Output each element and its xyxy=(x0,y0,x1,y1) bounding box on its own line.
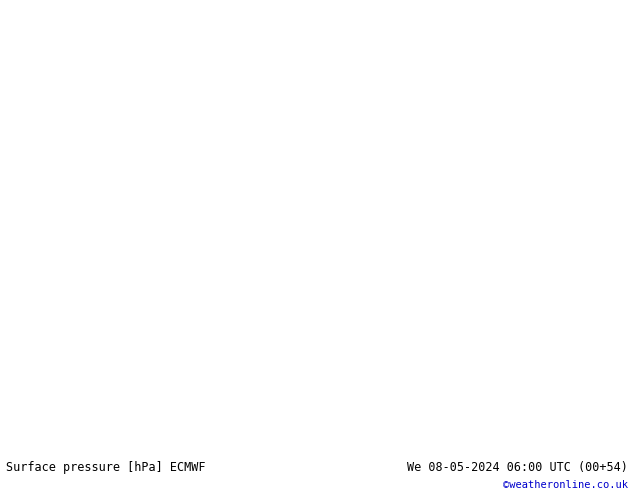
Text: Surface pressure [hPa] ECMWF: Surface pressure [hPa] ECMWF xyxy=(6,461,206,474)
Text: We 08-05-2024 06:00 UTC (00+54): We 08-05-2024 06:00 UTC (00+54) xyxy=(407,461,628,474)
Text: ©weatheronline.co.uk: ©weatheronline.co.uk xyxy=(503,480,628,490)
